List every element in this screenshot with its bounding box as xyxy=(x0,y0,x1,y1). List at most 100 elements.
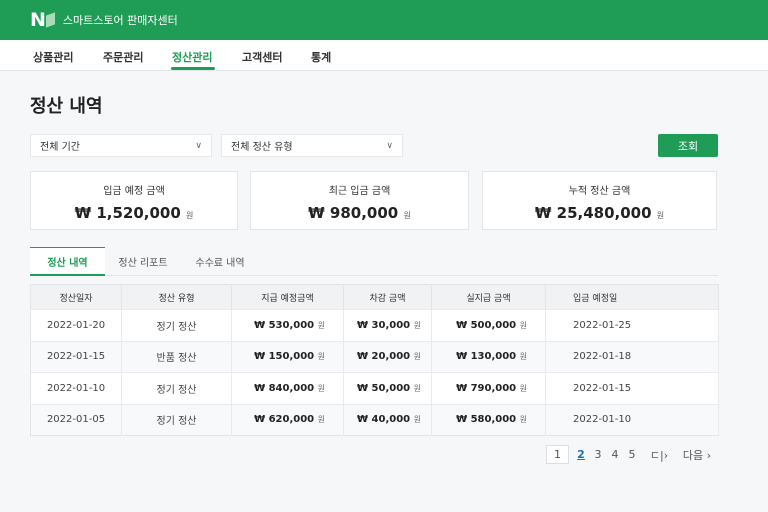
type-value: 전체 정산 유형 xyxy=(231,142,293,153)
unit: 원 xyxy=(413,352,421,362)
cell-deduction: ₩ 40,000 원 xyxy=(343,403,432,436)
unit: 원 xyxy=(413,383,421,393)
summary-card-recent: 최근 입금 금액 ₩ 980,000 원 xyxy=(250,171,469,230)
page-4[interactable]: 4 xyxy=(611,448,619,461)
card-label: 입금 예정 금액 xyxy=(103,186,165,197)
card-value: ₩ 1,520,000 원 xyxy=(31,204,237,222)
amount: ₩ 530,000 xyxy=(254,319,315,331)
cell-type: 정기 정산 xyxy=(121,372,232,404)
unit: 원 xyxy=(519,415,527,425)
cell-deposit-date: 2022-01-15 xyxy=(545,372,719,404)
next-page-button[interactable]: 다음 › xyxy=(682,448,712,462)
amount: ₩ 30,000 xyxy=(357,319,411,331)
card-label: 누적 정산 금액 xyxy=(568,186,631,197)
summary-card-total: 누적 정산 금액 ₩ 25,480,000 원 xyxy=(482,171,717,230)
nav-item-products[interactable]: 상품관리 xyxy=(33,51,74,64)
amount: ₩ 130,000 xyxy=(456,351,517,363)
col-actual: 실지급 금액 xyxy=(431,284,546,310)
amount: ₩ 1,520,000 xyxy=(74,204,181,222)
search-button[interactable]: 조회 xyxy=(658,134,718,157)
cell-deduction: ₩ 20,000 원 xyxy=(343,340,432,373)
table-row[interactable]: 2022-01-10 정기 정산 ₩ 840,000 원 ₩ 50,000 원 ₩ 79… xyxy=(30,372,719,404)
cell-scheduled: ₩ 150,000 원 xyxy=(231,340,344,373)
tab-fee-history[interactable]: 수수료 내역 xyxy=(195,258,245,269)
cell-date: 2022-01-20 xyxy=(30,309,122,341)
col-type: 정산 유형 xyxy=(121,284,232,310)
top-header: N 스마트스토어 판매자센터 xyxy=(0,0,768,40)
nav-item-customer[interactable]: 고객센터 xyxy=(242,51,283,64)
app-title: 스마트스토어 판매자센터 xyxy=(62,14,178,27)
cell-deposit-date: 2022-01-18 xyxy=(545,340,719,373)
cell-scheduled: ₩ 840,000 원 xyxy=(231,372,344,404)
unit: 원 xyxy=(403,211,411,220)
cell-type: 반품 정산 xyxy=(121,340,232,373)
cell-scheduled: ₩ 620,000 원 xyxy=(231,403,344,436)
amount: ₩ 20,000 xyxy=(357,351,411,363)
col-deposit-date: 입금 예정일 xyxy=(545,284,719,310)
cell-deposit-date: 2022-01-25 xyxy=(545,309,719,341)
cell-type: 정기 정산 xyxy=(121,309,232,341)
page-2[interactable]: 2 xyxy=(577,448,585,461)
table-row[interactable]: 2022-01-15 반품 정산 ₩ 150,000 원 ₩ 20,000 원 ₩ 13… xyxy=(30,340,719,373)
table-header-row: 정산일자 정산 유형 지급 예정금액 차감 금액 실지급 금액 입금 예정일 xyxy=(30,284,719,310)
tab-settlement-history[interactable]: 정산 내역 xyxy=(30,247,105,276)
amount: ₩ 40,000 xyxy=(357,414,411,426)
tab-settlement-report[interactable]: 정산 리포트 xyxy=(118,258,168,269)
summary-card-expected: 입금 예정 금액 ₩ 1,520,000 원 xyxy=(30,171,238,230)
cell-actual: ₩ 500,000 원 xyxy=(431,309,546,341)
amount: ₩ 620,000 xyxy=(254,414,315,426)
unit: 원 xyxy=(413,320,421,330)
period-select[interactable]: 전체 기간 ∨ xyxy=(30,134,212,157)
cell-deduction: ₩ 30,000 원 xyxy=(343,309,432,341)
amount: ₩ 840,000 xyxy=(254,382,315,394)
amount: ₩ 50,000 xyxy=(357,382,411,394)
card-value: ₩ 980,000 원 xyxy=(251,204,468,222)
unit: 원 xyxy=(519,383,527,393)
unit: 원 xyxy=(656,211,665,220)
col-scheduled: 지급 예정금액 xyxy=(231,284,344,310)
amount: ₩ 500,000 xyxy=(456,319,517,331)
cell-date: 2022-01-10 xyxy=(30,372,122,404)
col-deduction: 차감 금액 xyxy=(343,284,432,310)
cell-actual: ₩ 580,000 원 xyxy=(431,403,546,436)
page-title: 정산 내역 xyxy=(30,96,103,117)
nav-item-orders[interactable]: 주문관리 xyxy=(103,51,144,64)
amount: ₩ 980,000 xyxy=(308,204,399,222)
cell-type: 정기 정산 xyxy=(121,403,232,436)
table-row[interactable]: 2022-01-05 정기 정산 ₩ 620,000 원 ₩ 40,000 원 ₩ 58… xyxy=(30,403,719,436)
amount: ₩ 150,000 xyxy=(254,351,315,363)
unit: 원 xyxy=(317,383,325,393)
nav-item-settlement[interactable]: 정산관리 xyxy=(172,51,213,64)
amount: ₩ 25,480,000 xyxy=(534,204,652,222)
cell-deduction: ₩ 50,000 원 xyxy=(343,372,432,404)
table-row[interactable]: 2022-01-20 정기 정산 ₩ 530,000 원 ₩ 30,000 원 ₩ 50… xyxy=(30,309,719,341)
chevron-down-icon: ∨ xyxy=(386,140,393,151)
logo[interactable]: N xyxy=(30,9,55,31)
unit: 원 xyxy=(519,320,527,330)
nav-item-stats[interactable]: 통계 xyxy=(311,51,332,64)
card-label: 최근 입금 금액 xyxy=(328,186,391,197)
page-jump-icon[interactable]: ㄷ|› xyxy=(649,448,669,462)
nav-active-indicator xyxy=(171,67,215,70)
chevron-down-icon: ∨ xyxy=(195,140,202,151)
logo-mark xyxy=(45,12,55,28)
unit: 원 xyxy=(317,415,325,425)
period-value: 전체 기간 xyxy=(40,142,80,153)
cell-actual: ₩ 130,000 원 xyxy=(431,340,546,373)
page-5[interactable]: 5 xyxy=(628,448,636,461)
settlement-table: 정산일자 정산 유형 지급 예정금액 차감 금액 실지급 금액 입금 예정일 2… xyxy=(30,284,719,436)
page-3[interactable]: 3 xyxy=(594,448,602,461)
unit: 원 xyxy=(413,415,421,425)
unit: 원 xyxy=(186,211,194,220)
unit: 원 xyxy=(317,320,325,330)
logo-text: N xyxy=(30,9,46,31)
col-date: 정산일자 xyxy=(30,284,122,310)
type-select[interactable]: 전체 정산 유형 ∨ xyxy=(221,134,403,157)
page-1[interactable]: 1 xyxy=(546,445,569,464)
cell-date: 2022-01-05 xyxy=(30,403,122,436)
card-value: ₩ 25,480,000 원 xyxy=(483,204,716,222)
cell-actual: ₩ 790,000 원 xyxy=(431,372,546,404)
unit: 원 xyxy=(317,352,325,362)
tab-bar: 정산 내역 정산 리포트 수수료 내역 xyxy=(30,247,718,276)
unit: 원 xyxy=(519,352,527,362)
